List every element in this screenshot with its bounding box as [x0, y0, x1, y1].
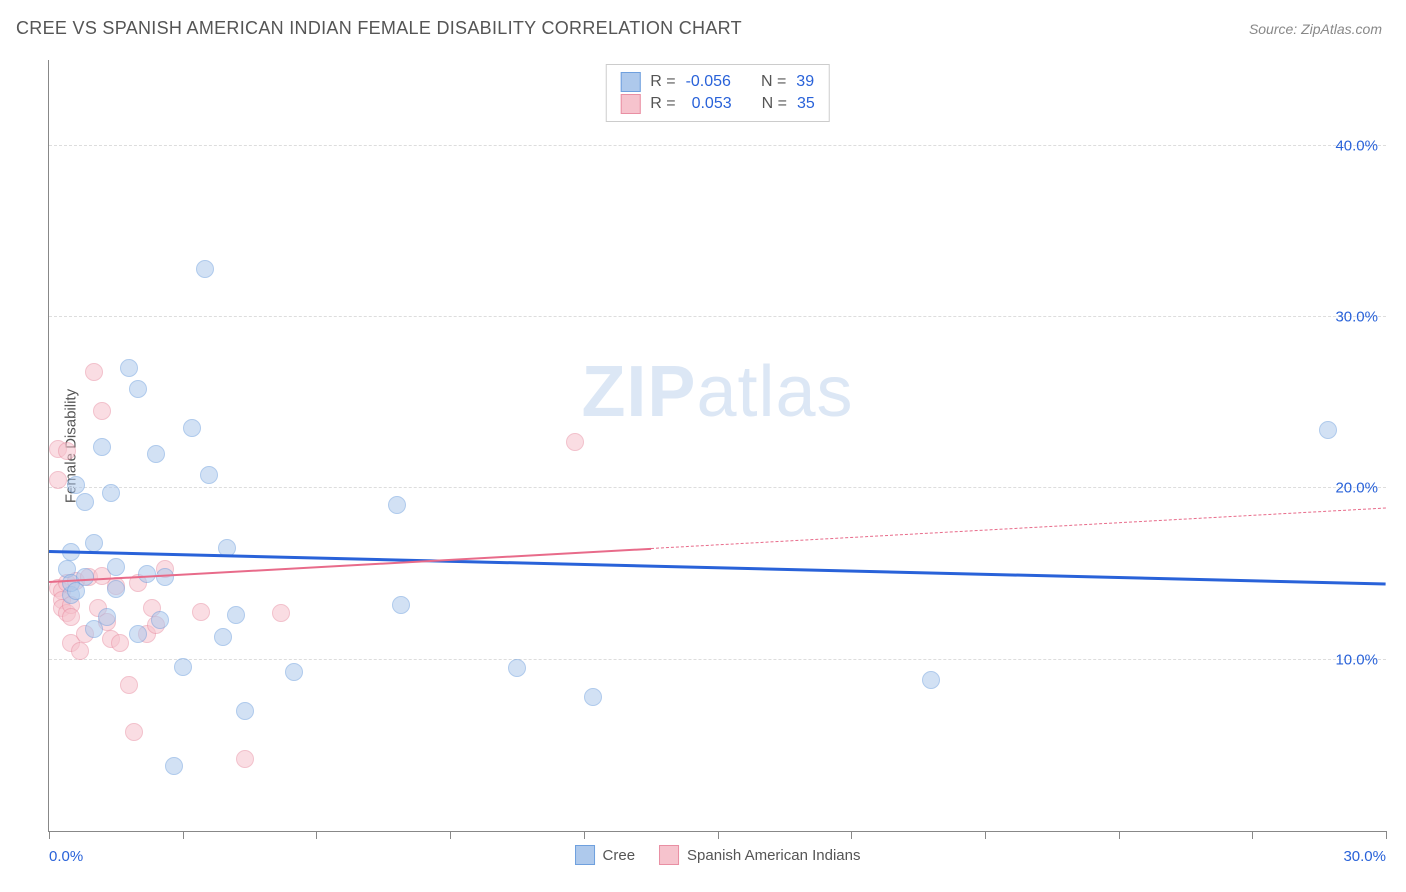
data-point — [584, 688, 602, 706]
data-point — [192, 603, 210, 621]
trend-line — [49, 550, 1386, 586]
data-point — [76, 493, 94, 511]
x-tick — [1119, 831, 1120, 839]
y-tick-label: 30.0% — [1335, 309, 1378, 326]
data-point — [125, 723, 143, 741]
stats-legend-row: R = -0.056 N = 39 — [620, 71, 815, 93]
stats-legend-row: R = 0.053 N = 35 — [620, 93, 815, 115]
data-point — [285, 663, 303, 681]
data-point — [120, 359, 138, 377]
data-point — [98, 608, 116, 626]
data-point — [922, 671, 940, 689]
legend-swatch-cree — [575, 845, 595, 865]
x-tick — [985, 831, 986, 839]
legend-swatch-cree — [620, 72, 640, 92]
scatter-chart: ZIPatlas R = -0.056 N = 39 R = 0.053 N =… — [48, 60, 1386, 832]
data-point — [151, 611, 169, 629]
data-point — [227, 606, 245, 624]
series-legend: Cree Spanish American Indians — [575, 845, 861, 865]
y-tick-label: 20.0% — [1335, 480, 1378, 497]
legend-swatch-spanish — [659, 845, 679, 865]
data-point — [120, 676, 138, 694]
data-point — [107, 558, 125, 576]
x-tick — [1386, 831, 1387, 839]
data-point — [165, 757, 183, 775]
x-tick — [584, 831, 585, 839]
legend-item-cree: Cree — [575, 845, 636, 865]
data-point — [138, 565, 156, 583]
x-tick — [183, 831, 184, 839]
x-tick — [851, 831, 852, 839]
n-value-cree: 39 — [796, 73, 814, 91]
data-point — [214, 628, 232, 646]
gridline — [49, 487, 1386, 488]
data-point — [1319, 421, 1337, 439]
legend-swatch-spanish — [620, 94, 640, 114]
data-point — [71, 642, 89, 660]
data-point — [196, 260, 214, 278]
data-point — [93, 402, 111, 420]
legend-item-spanish: Spanish American Indians — [659, 845, 860, 865]
n-value-spanish: 35 — [797, 95, 815, 113]
y-tick-label: 10.0% — [1335, 651, 1378, 668]
data-point — [566, 433, 584, 451]
gridline — [49, 659, 1386, 660]
data-point — [388, 496, 406, 514]
data-point — [129, 625, 147, 643]
data-point — [111, 634, 129, 652]
chart-title: CREE VS SPANISH AMERICAN INDIAN FEMALE D… — [16, 18, 742, 39]
data-point — [183, 419, 201, 437]
x-tick — [1252, 831, 1253, 839]
data-point — [156, 568, 174, 586]
data-point — [62, 608, 80, 626]
x-tick — [718, 831, 719, 839]
data-point — [392, 596, 410, 614]
data-point — [102, 484, 120, 502]
trend-line — [651, 508, 1386, 550]
source-attribution: Source: ZipAtlas.com — [1249, 21, 1382, 37]
data-point — [147, 445, 165, 463]
watermark: ZIPatlas — [581, 351, 853, 433]
data-point — [200, 466, 218, 484]
x-tick-label: 0.0% — [49, 848, 83, 865]
data-point — [49, 471, 67, 489]
data-point — [236, 750, 254, 768]
gridline — [49, 316, 1386, 317]
data-point — [174, 658, 192, 676]
data-point — [107, 580, 125, 598]
data-point — [76, 568, 94, 586]
x-tick — [49, 831, 50, 839]
data-point — [236, 702, 254, 720]
x-tick — [450, 831, 451, 839]
y-tick-label: 40.0% — [1335, 137, 1378, 154]
data-point — [85, 534, 103, 552]
x-tick — [316, 831, 317, 839]
gridline — [49, 145, 1386, 146]
data-point — [272, 604, 290, 622]
data-point — [67, 476, 85, 494]
data-point — [129, 380, 147, 398]
data-point — [58, 442, 76, 460]
x-tick-label: 30.0% — [1343, 848, 1386, 865]
data-point — [508, 659, 526, 677]
r-value-spanish: 0.053 — [686, 95, 732, 113]
data-point — [93, 438, 111, 456]
r-value-cree: -0.056 — [686, 73, 731, 91]
stats-legend-box: R = -0.056 N = 39 R = 0.053 N = 35 — [605, 64, 830, 122]
data-point — [85, 363, 103, 381]
